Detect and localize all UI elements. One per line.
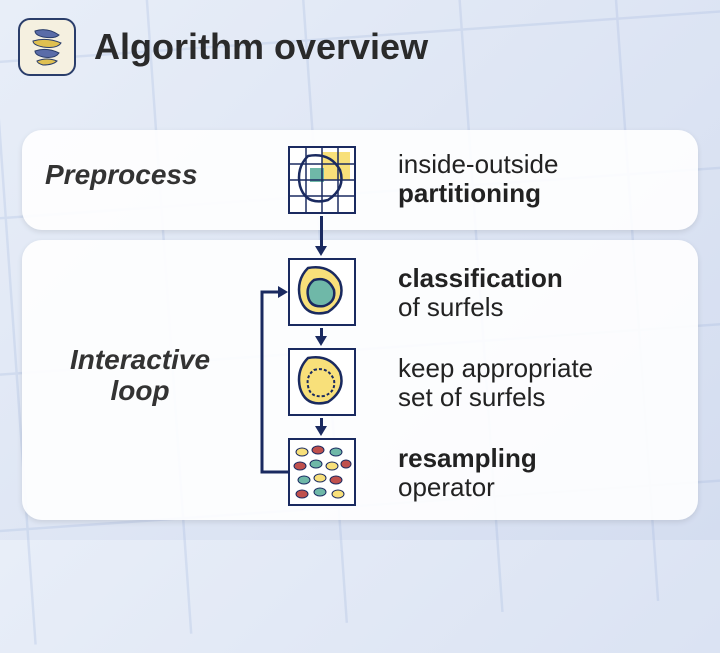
desc-step-1: inside-outside partitioning [398, 150, 698, 207]
loop-arrow [258, 258, 292, 518]
page-title: Algorithm overview [94, 26, 428, 68]
icon-keep-surfels [288, 348, 356, 416]
label-interactive-loop: Interactive loop [45, 345, 235, 407]
desc-step-4: resampling operator [398, 444, 698, 501]
arrowhead-3-to-4 [315, 426, 327, 436]
arrow-1-to-2 [320, 216, 323, 246]
desc-step-3: keep appropriate set of surfels [398, 354, 698, 411]
desc-3-line1: keep appropriate [398, 353, 593, 383]
label-interactive-line2: loop [110, 375, 169, 406]
icon-resampling [288, 438, 356, 506]
desc-step-2: classification of surfels [398, 264, 698, 321]
logo-icon [18, 18, 76, 76]
icon-partitioning [288, 146, 356, 214]
icon-classification [288, 258, 356, 326]
desc-3-line2: set of surfels [398, 382, 545, 412]
arrowhead-1-to-2 [315, 246, 327, 256]
label-preprocess: Preprocess [45, 160, 198, 191]
desc-1-line2: partitioning [398, 178, 541, 208]
desc-2-line2: of surfels [398, 292, 504, 322]
desc-1-line1: inside-outside [398, 149, 558, 179]
slide: Algorithm overview Preprocess Interactiv… [0, 0, 720, 540]
desc-4-line2: operator [398, 472, 495, 502]
desc-4-line1: resampling [398, 443, 537, 473]
desc-2-line1: classification [398, 263, 563, 293]
label-interactive-line1: Interactive [70, 344, 210, 375]
title-row: Algorithm overview [18, 18, 428, 76]
arrowhead-2-to-3 [315, 336, 327, 346]
